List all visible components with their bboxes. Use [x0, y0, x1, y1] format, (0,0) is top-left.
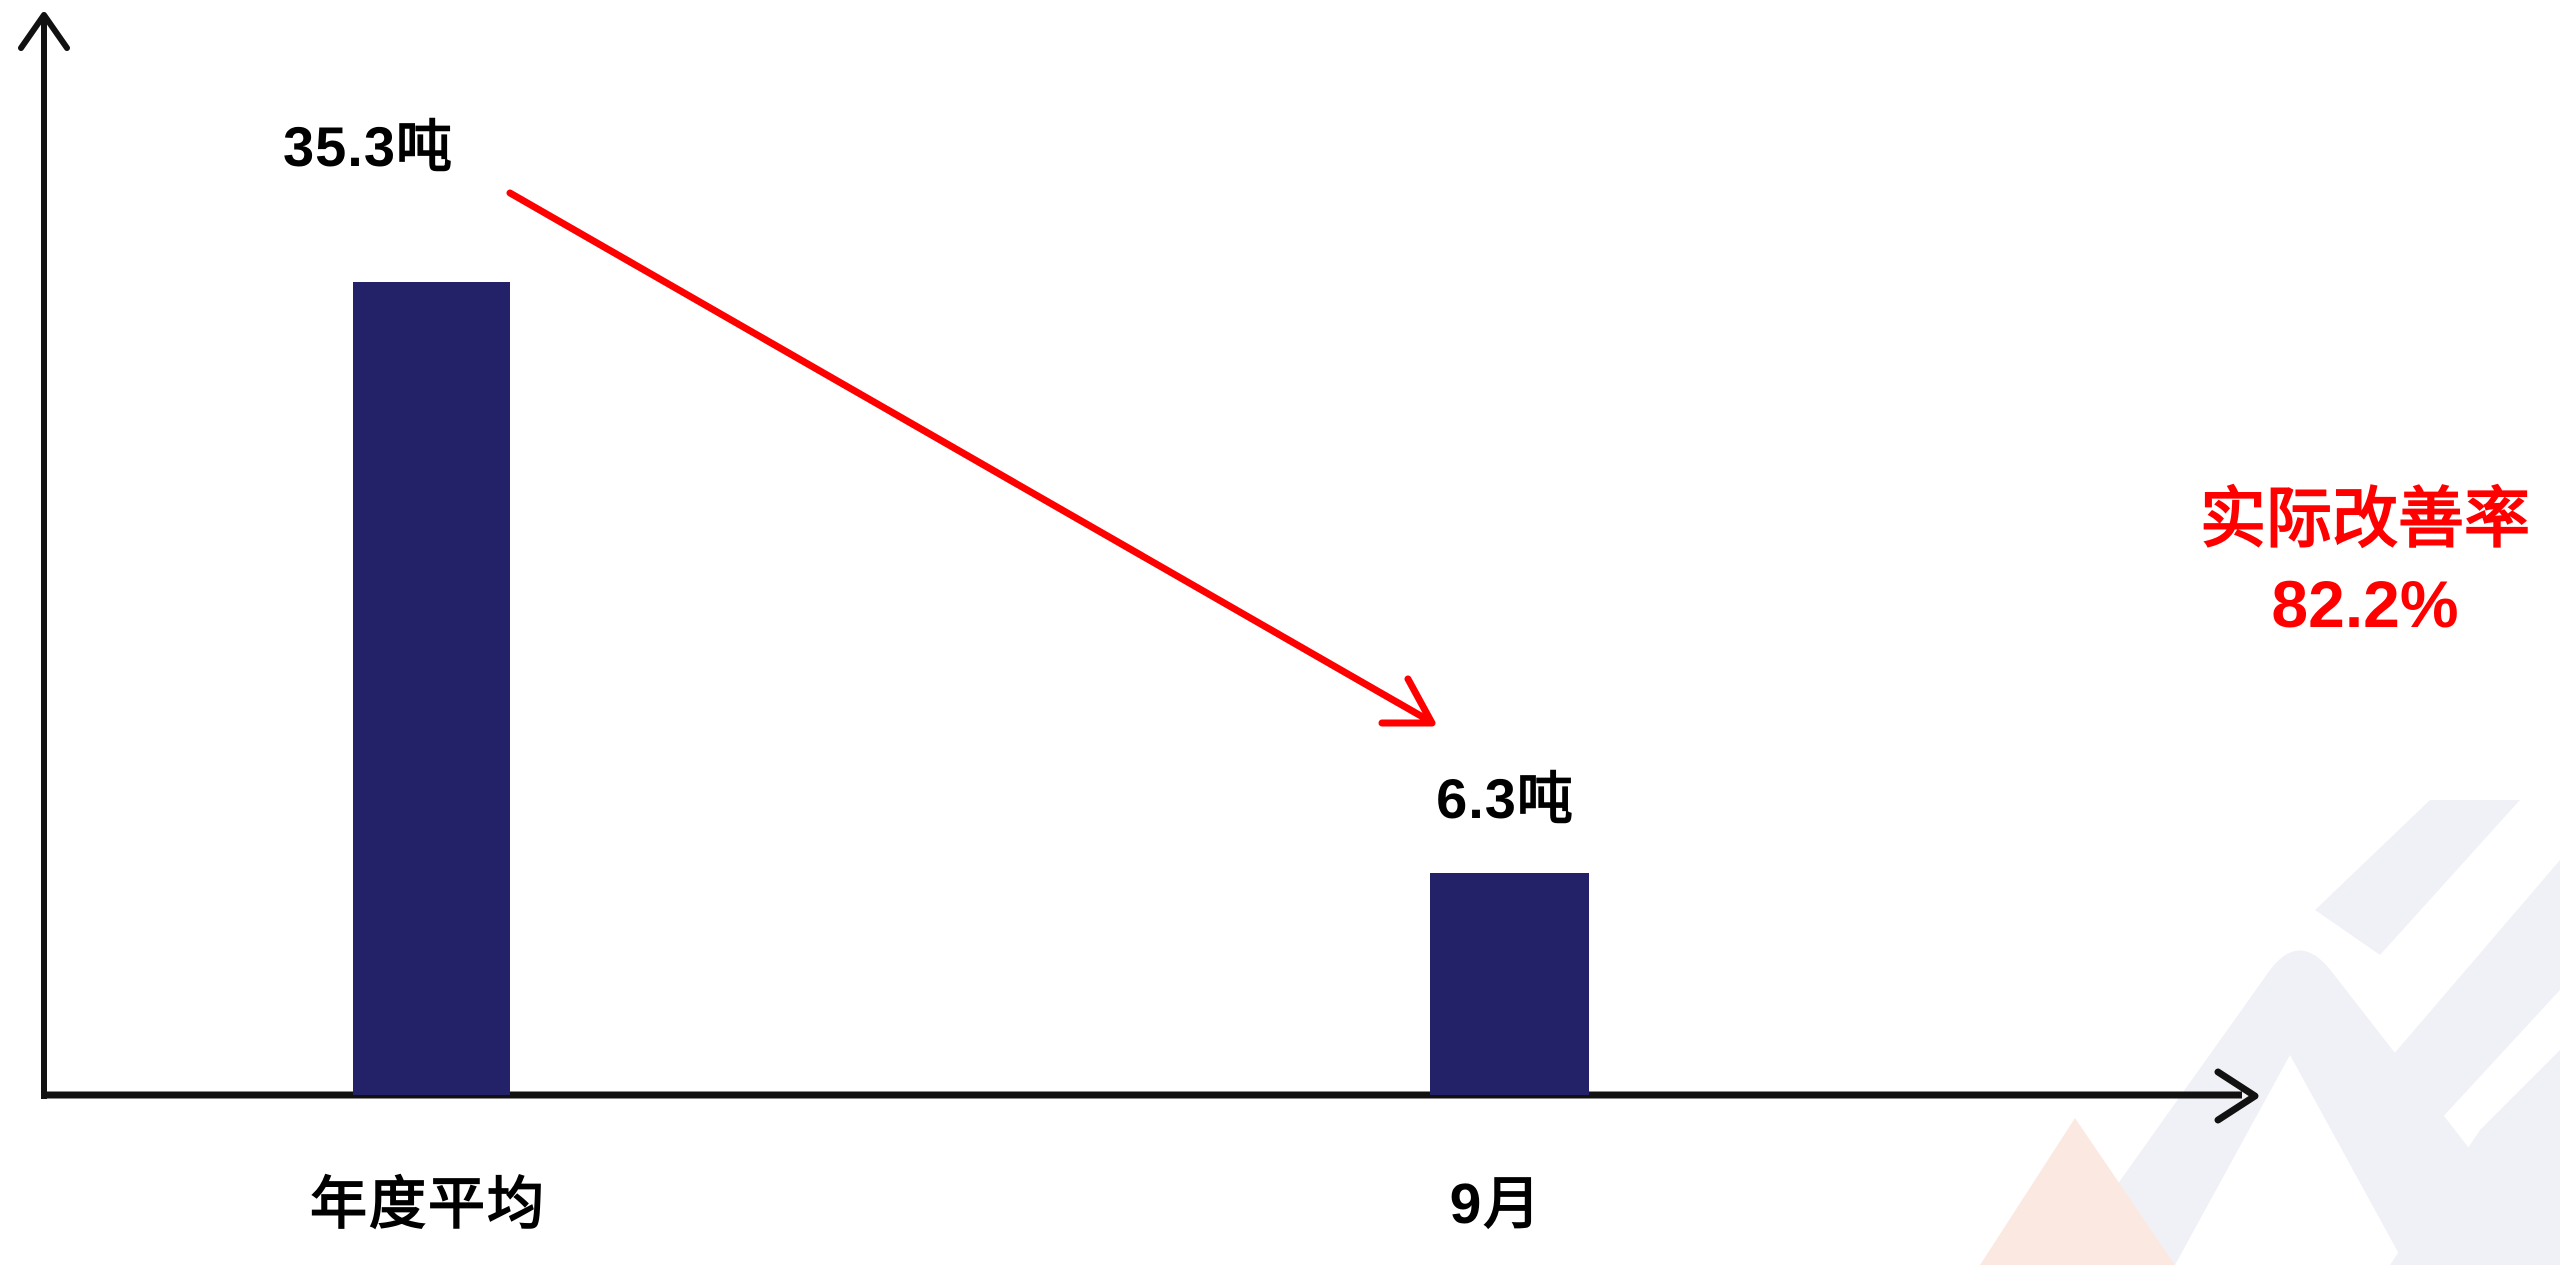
improvement-rate-title: 实际改善率: [2200, 481, 2530, 555]
category-label-annual-average: 年度平均: [310, 1172, 546, 1236]
y-axis-arrow-icon: [18, 12, 70, 51]
bar-value-annual-average: 35.3吨: [283, 115, 453, 178]
bar-value-september: 6.3吨: [1436, 767, 1574, 830]
x-axis-arrow-icon: [2214, 1068, 2259, 1124]
decline-arrow-head-icon: [1378, 675, 1436, 727]
bar-september: [1430, 873, 1589, 1095]
bar-annual-average: [353, 282, 510, 1095]
improvement-rate-annotation: 实际改善率 82.2%: [2170, 476, 2560, 648]
decline-arrow-line: [506, 189, 1432, 724]
improvement-rate-value: 82.2%: [2271, 566, 2459, 641]
category-label-september: 9月: [1449, 1172, 1543, 1236]
